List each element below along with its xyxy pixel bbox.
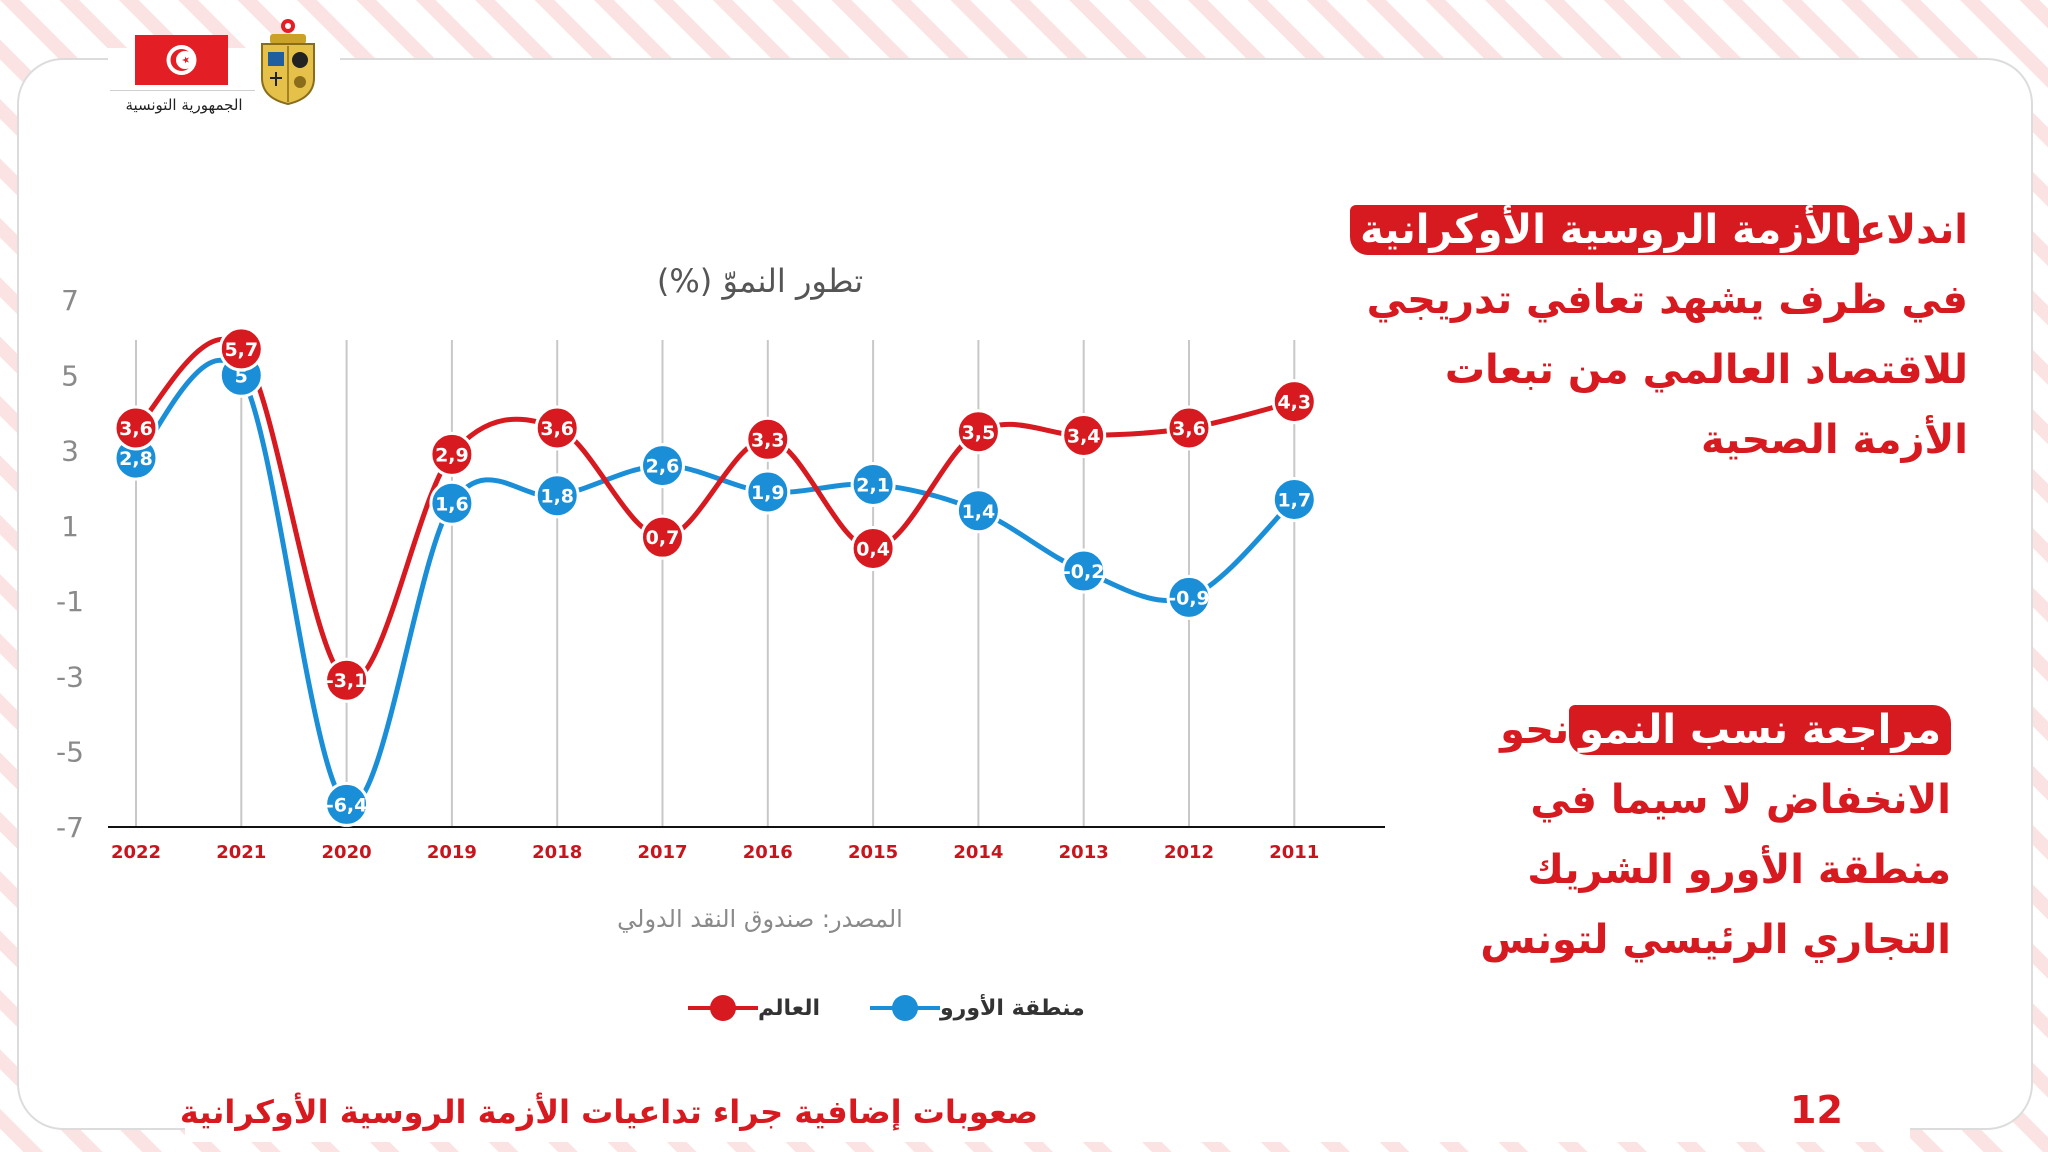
world-data-label: 3,6 — [1172, 418, 1206, 440]
y-tick-label: 5 — [61, 359, 79, 392]
euro-point — [640, 443, 685, 489]
republic-label: الجمهورية التونسية — [125, 96, 243, 114]
x-tick-label: 2017 — [637, 842, 687, 863]
world-point — [429, 431, 475, 477]
revision-line-1: مراجعة نسب النمونحو — [1480, 695, 1951, 765]
euro-data-label: -0,9 — [1168, 587, 1210, 609]
page-number: 12 — [1790, 1088, 1843, 1132]
world-data-label: 3,4 — [1067, 426, 1101, 448]
legend-world-marker — [688, 995, 758, 1021]
x-tick-label: 2022 — [111, 842, 161, 863]
world-data-label: 3,3 — [751, 429, 785, 451]
world-data-label: 3,6 — [119, 418, 153, 440]
headline-line-3: للاقتصاد العالمي من تبعات — [1444, 347, 1968, 393]
world-point — [1166, 405, 1212, 451]
revision-line-3: منطقة الأورو الشريك — [1527, 847, 1951, 893]
world-point — [1271, 379, 1317, 425]
x-tick-label: 2015 — [848, 842, 898, 863]
world-data-label: 4,3 — [1277, 392, 1311, 414]
world-data-label: 0,7 — [646, 527, 680, 549]
tunisia-flag — [135, 35, 228, 85]
revision-line-2: الانخفاض لا سيما في — [1530, 777, 1951, 823]
headline-war-outbreak: اندلاعالأزمة الروسية الأوكرانية في ظرف ي… — [1350, 195, 1968, 475]
euro-data-label: 2,6 — [646, 456, 680, 478]
world-point — [745, 416, 791, 462]
world-point — [218, 326, 264, 372]
euro-data-label: -0,2 — [1063, 561, 1105, 583]
euro-data-label: 1,8 — [540, 486, 574, 508]
y-tick-label: 1 — [61, 510, 79, 543]
legend-world: العالم — [678, 988, 820, 1028]
world-data-label: 0,4 — [856, 538, 890, 560]
chart-title: تطور النموّ (%) — [656, 262, 864, 300]
legend-euro: منطقة الأورو — [860, 988, 1085, 1028]
y-tick-label: -5 — [56, 736, 84, 769]
euro-data-label: 1,4 — [962, 501, 996, 523]
world-series-line — [133, 337, 1297, 684]
legend-world-label: العالم — [758, 995, 820, 1021]
x-tick-label: 2013 — [1059, 842, 1109, 863]
x-tick-label: 2019 — [427, 842, 477, 863]
euro-point — [850, 461, 896, 507]
x-tick-label: 2021 — [216, 842, 266, 863]
revision-highlight: مراجعة نسب النمو — [1569, 705, 1951, 755]
y-tick-label: 7 — [61, 284, 79, 317]
legend-euro-label: منطقة الأورو — [940, 995, 1085, 1021]
x-tick-label: 2018 — [532, 842, 582, 863]
revision-line-4: التجاري الرئيسي لتونس — [1480, 917, 1951, 963]
euro-point — [1271, 477, 1317, 523]
headline-line-1: اندلاعالأزمة الروسية الأوكرانية — [1350, 195, 1968, 265]
growth-revision-text: مراجعة نسب النمونحو الانخفاض لا سيما في … — [1480, 695, 1951, 975]
x-tick-label: 2020 — [322, 842, 372, 863]
headline-prefix: اندلاع — [1859, 207, 1968, 253]
euro-data-label: -6,4 — [326, 794, 368, 816]
euro-data-label: 1,6 — [435, 493, 469, 515]
euro-point — [429, 480, 475, 526]
euro-point — [1166, 574, 1212, 620]
footer-title: صعوبات إضافية جراء تداعيات الأزمة الروسي… — [179, 1093, 1038, 1131]
euro-data-label: 2,1 — [856, 474, 890, 496]
coat-of-arms-emblem — [256, 16, 320, 106]
world-point — [534, 405, 580, 451]
euro-data-label: 1,9 — [751, 482, 785, 504]
euro-point — [955, 488, 1001, 534]
euro-point — [745, 469, 791, 515]
world-data-label: 3,6 — [540, 418, 574, 440]
growth-line-chart: 7 5 3 1 -1 -3 -5 -7 2022 2021 2020 2019 2018 2017 2016… — [56, 284, 1385, 863]
world-point — [1061, 413, 1107, 459]
x-tick-label: 2016 — [743, 842, 793, 863]
y-tick-label: 3 — [61, 435, 79, 468]
y-tick-label: -7 — [56, 811, 84, 844]
world-point — [955, 409, 1001, 455]
y-tick-label: -3 — [56, 660, 84, 693]
legend-euro-marker — [870, 995, 940, 1021]
headline-highlight: الأزمة الروسية الأوكرانية — [1350, 205, 1860, 255]
chart-source: المصدر: صندوق النقد الدولي — [617, 905, 903, 933]
headline-line-4: الأزمة الصحية — [1700, 417, 1968, 463]
euro-data-label: 1,7 — [1277, 490, 1311, 512]
euro-point — [1061, 548, 1107, 594]
revision-suffix: نحو — [1500, 707, 1570, 753]
euro-point — [324, 781, 370, 827]
world-point — [850, 525, 896, 571]
world-point — [324, 657, 370, 703]
euro-point — [534, 473, 580, 519]
world-data-label: 5,7 — [224, 339, 258, 361]
world-data-label: -3,1 — [326, 670, 368, 692]
y-tick-label: -1 — [56, 585, 84, 618]
euro-data-label: 2,8 — [119, 448, 153, 470]
world-data-label: 3,5 — [962, 422, 996, 444]
x-tick-label: 2012 — [1164, 842, 1214, 863]
headline-line-2: في ظرف يشهد تعافي تدريجي — [1366, 277, 1968, 323]
x-tick-label: 2011 — [1269, 842, 1319, 863]
world-point — [113, 405, 159, 451]
x-tick-label: 2014 — [953, 842, 1003, 863]
world-point — [640, 514, 685, 560]
world-data-label: 2,9 — [435, 444, 469, 466]
